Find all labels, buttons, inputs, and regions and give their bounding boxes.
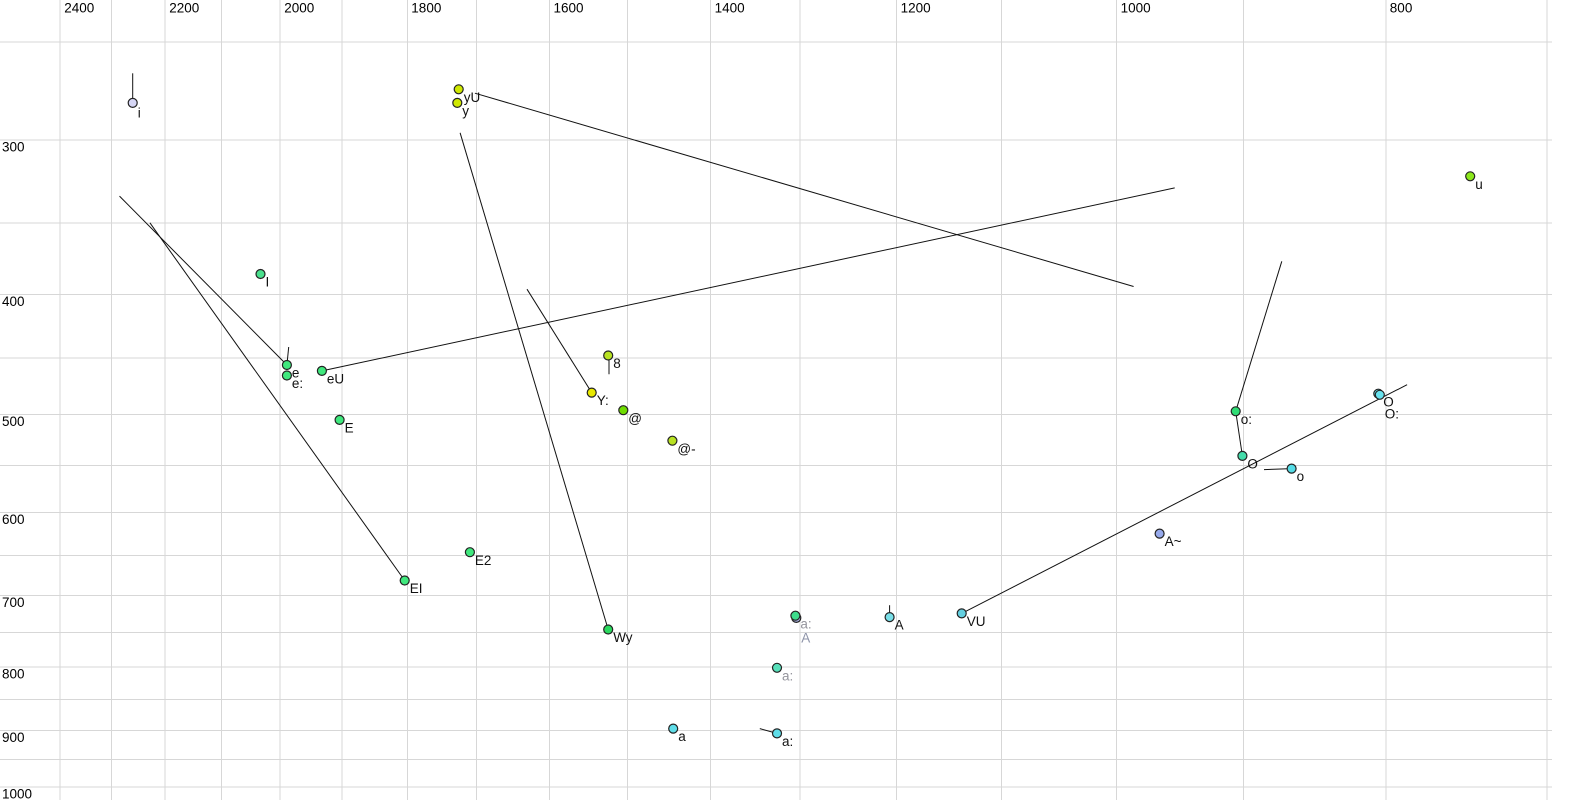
data-point-label: yU	[464, 90, 481, 105]
data-point-label: a:	[800, 616, 811, 631]
data-point	[884, 611, 895, 623]
data-point-label: eU	[327, 371, 344, 386]
data-point-label: I	[266, 275, 270, 290]
data-point	[668, 723, 679, 734]
data-point-label: EI	[410, 581, 423, 596]
data-point-label: O	[1247, 456, 1258, 471]
x-axis-tick-label: 2000	[284, 1, 314, 16]
trajectory-line	[321, 187, 1175, 372]
trajectory-line	[459, 132, 609, 630]
trajectory-lines	[119, 73, 1408, 734]
data-point-label: A	[801, 630, 810, 645]
x-axis-tick-label: 1800	[411, 1, 441, 16]
data-point	[1237, 450, 1248, 461]
y-axis-tick-label: 900	[2, 730, 25, 745]
data-point-label: 8	[613, 356, 621, 371]
data-point-label: O	[1383, 394, 1394, 409]
data-point	[399, 575, 410, 586]
y-axis-tick-label: 300	[2, 140, 25, 155]
data-point	[603, 624, 614, 635]
data-point	[1465, 171, 1476, 182]
data-point-label: o:	[1241, 412, 1252, 427]
data-point	[771, 662, 783, 673]
data-point	[603, 350, 614, 361]
trajectory-line	[1235, 261, 1283, 412]
data-point-label: VU	[967, 614, 986, 629]
data-point	[1230, 406, 1241, 417]
data-point	[586, 387, 597, 398]
data-point	[452, 97, 463, 109]
data-point	[667, 435, 678, 446]
data-point-label: e	[292, 366, 300, 381]
x-axis-tick-label: 2200	[169, 1, 199, 16]
data-point-label: E2	[475, 553, 492, 568]
data-point	[790, 610, 801, 621]
data-point-label: u	[1475, 177, 1483, 192]
y-axis-tick-label: 1000	[2, 787, 32, 800]
data-point-label: A	[895, 618, 904, 633]
y-axis-tick-label: 800	[2, 667, 25, 682]
trajectory-line	[119, 195, 288, 366]
data-point-label: a:	[782, 668, 793, 683]
data-point-label: A~	[1165, 534, 1182, 549]
data-point	[281, 359, 292, 371]
data-point	[956, 608, 967, 619]
data-point-label: y	[462, 103, 469, 118]
trajectory-line	[526, 288, 593, 393]
data-point-label: a	[678, 729, 686, 744]
data-point	[1286, 463, 1297, 474]
data-point	[255, 268, 266, 280]
data-point	[771, 728, 783, 739]
data-point-label: o	[1297, 469, 1305, 484]
y-axis-tick-label: 700	[2, 595, 25, 610]
y-axis-tick-label: 400	[2, 294, 25, 309]
data-point-label: i	[138, 105, 141, 120]
x-axis-tick-label: 1000	[1121, 1, 1151, 16]
data-point-label: Wy	[613, 630, 633, 645]
trajectory-line	[1235, 411, 1243, 456]
trajectory-line	[474, 92, 1134, 287]
data-point	[464, 547, 475, 558]
trajectory-line	[149, 222, 406, 581]
data-point	[1154, 528, 1165, 539]
data-point	[281, 370, 292, 381]
data-point-label: a:	[782, 734, 793, 749]
data-point	[453, 84, 464, 95]
data-point-label: @-	[677, 441, 695, 456]
x-axis-tick-label: 1600	[554, 1, 584, 16]
data-point	[316, 365, 327, 376]
data-point-label: Y:	[597, 393, 609, 408]
data-point	[1374, 389, 1385, 400]
y-axis-tick-label: 500	[2, 414, 25, 429]
x-axis-tick-label: 800	[1390, 1, 1413, 16]
data-point	[334, 414, 345, 425]
trajectory-line	[961, 384, 1408, 614]
x-axis-tick-label: 2400	[64, 1, 94, 16]
data-point-label: @	[628, 411, 642, 426]
y-axis-tick-label: 600	[2, 512, 25, 527]
data-point-label: O:	[1385, 406, 1399, 421]
data-point	[618, 405, 629, 416]
data-point-label: E	[345, 420, 354, 435]
x-axis-tick-label: 1200	[901, 1, 931, 16]
axis-tick-labels: 2400 2200 2000 1800 1600 1400 1200 1000 800 300 40…	[2, 1, 1412, 800]
data-point	[127, 97, 138, 109]
x-axis-tick-label: 1400	[715, 1, 745, 16]
data-point-label: e:	[292, 376, 303, 391]
